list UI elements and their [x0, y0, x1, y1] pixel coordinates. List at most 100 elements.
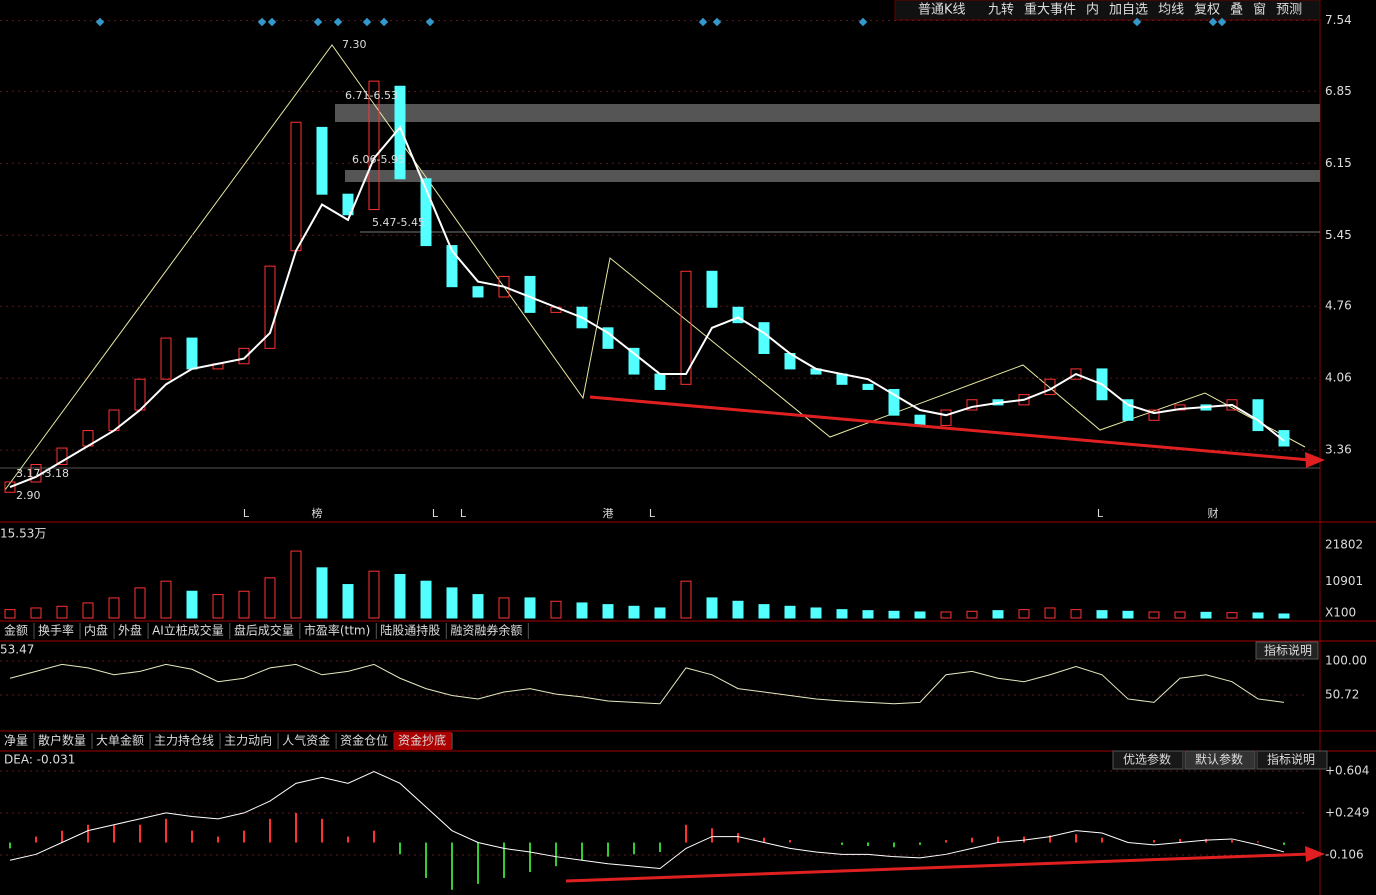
volume-bar	[1122, 610, 1134, 619]
signal-diamond	[379, 17, 389, 27]
tab[interactable]: 人气资金	[282, 733, 330, 748]
toolbar-button[interactable]: 均线	[1158, 3, 1184, 18]
volume-bar	[810, 607, 822, 619]
indicator-line	[9, 663, 1285, 705]
candle	[1252, 399, 1264, 432]
volume-bar	[1278, 613, 1290, 619]
volume-bar	[1044, 607, 1056, 619]
toolbar	[894, 0, 1321, 21]
trend-line	[565, 852, 1311, 883]
candle	[316, 126, 328, 195]
candle	[680, 270, 692, 385]
event-marker[interactable]: 榜	[312, 506, 323, 520]
candle	[342, 193, 354, 216]
volume-bar	[238, 590, 250, 619]
volume-bar	[1226, 612, 1238, 619]
tab[interactable]: 盘后成交量	[234, 623, 294, 638]
event-marker[interactable]: 港	[603, 507, 614, 520]
volume-bar	[966, 610, 978, 619]
tab[interactable]: 金额	[4, 623, 28, 638]
toolbar-button[interactable]: 加自选	[1109, 3, 1148, 18]
tab[interactable]: 主力动向	[224, 733, 272, 748]
volume-bar	[732, 600, 744, 619]
volume-bar	[680, 580, 692, 619]
tab[interactable]: 外盘	[118, 623, 142, 638]
y-tick-label: 7.54	[1325, 13, 1352, 27]
tab[interactable]: 大单金额	[96, 733, 144, 748]
tab[interactable]: 净量	[4, 734, 28, 748]
event-marker[interactable]: L	[1097, 507, 1104, 520]
signal-diamond	[267, 17, 277, 27]
candle	[940, 409, 952, 426]
trend-line	[589, 395, 1311, 462]
volume-bar	[1174, 611, 1186, 619]
toolbar-button[interactable]: 九转	[988, 3, 1014, 18]
tab[interactable]: 融资融券余额	[450, 623, 522, 638]
candle	[4, 481, 16, 493]
y-tick-label: 4.76	[1325, 299, 1352, 313]
volume-bar	[1200, 611, 1212, 619]
volume-bar	[706, 597, 718, 619]
candle	[654, 373, 666, 390]
tab-selected	[394, 732, 453, 750]
volume-bar	[30, 607, 42, 619]
volume-bar	[784, 605, 796, 619]
tab[interactable]: 陆股通持股	[380, 623, 440, 638]
volume-bar	[628, 605, 640, 619]
event-marker[interactable]: L	[460, 507, 467, 520]
y-tick-label: 6.85	[1325, 84, 1352, 98]
macd-button[interactable]: 指标说明	[1267, 752, 1315, 767]
candle	[420, 178, 432, 247]
toolbar-button[interactable]: 预测	[1276, 3, 1302, 18]
button-frame	[1256, 750, 1328, 770]
y-tick-label: +0.249	[1325, 806, 1369, 820]
event-marker[interactable]: L	[432, 507, 439, 520]
volume-bar	[290, 550, 302, 619]
toolbar-button[interactable]: 窗	[1253, 2, 1266, 18]
volume-bar	[316, 567, 328, 619]
toolbar-button[interactable]: 普通K线	[918, 3, 966, 18]
event-marker[interactable]: 财	[1208, 506, 1219, 520]
arrow-head	[1305, 452, 1325, 468]
signal-diamond	[362, 17, 372, 27]
candle	[966, 399, 978, 411]
volume-bar	[940, 611, 952, 619]
button-frame	[1112, 750, 1184, 770]
tab[interactable]: 资金抄底	[398, 733, 446, 748]
tab[interactable]: 内盘	[84, 623, 108, 638]
candle	[56, 447, 68, 465]
toolbar-button[interactable]: 内	[1086, 2, 1099, 18]
volume-bar	[1018, 609, 1030, 619]
price-annotation: 3.17-3.18	[16, 467, 69, 480]
macd-label: DEA: -0.031	[4, 753, 75, 767]
event-marker[interactable]: L	[243, 507, 250, 520]
tab[interactable]: 散户数量	[38, 733, 86, 748]
candle	[186, 337, 198, 370]
tab[interactable]: 市盈率(ttm)	[304, 623, 370, 638]
event-marker[interactable]: L	[649, 507, 656, 520]
macd-button[interactable]: 默认参数	[1195, 752, 1243, 767]
price-annotation: 6.71-6.53	[345, 89, 398, 102]
macd-button[interactable]: 优选参数	[1123, 752, 1171, 767]
volume-bar	[992, 610, 1004, 619]
tab[interactable]: 资金仓位	[340, 733, 388, 748]
toolbar-button[interactable]: 复权	[1194, 2, 1220, 18]
volume-bar	[186, 590, 198, 619]
y-tick-label: 6.15	[1325, 156, 1352, 170]
tab[interactable]: 主力持仓线	[154, 733, 214, 748]
volume-bar	[4, 609, 16, 619]
tab[interactable]: 换手率	[38, 623, 74, 638]
candle	[888, 388, 900, 416]
y-tick-label: 10901	[1325, 574, 1363, 588]
candle	[1148, 409, 1160, 421]
price-annotation: 7.30	[342, 38, 367, 51]
toolbar-button[interactable]: 重大事件	[1024, 2, 1076, 18]
candle	[732, 306, 744, 324]
signal-diamond	[333, 17, 343, 27]
candle	[160, 337, 172, 380]
toolbar-button[interactable]: 叠	[1230, 3, 1243, 18]
tab[interactable]: AI立桩成交量	[152, 623, 224, 638]
indicator-button[interactable]: 指标说明	[1264, 643, 1312, 658]
